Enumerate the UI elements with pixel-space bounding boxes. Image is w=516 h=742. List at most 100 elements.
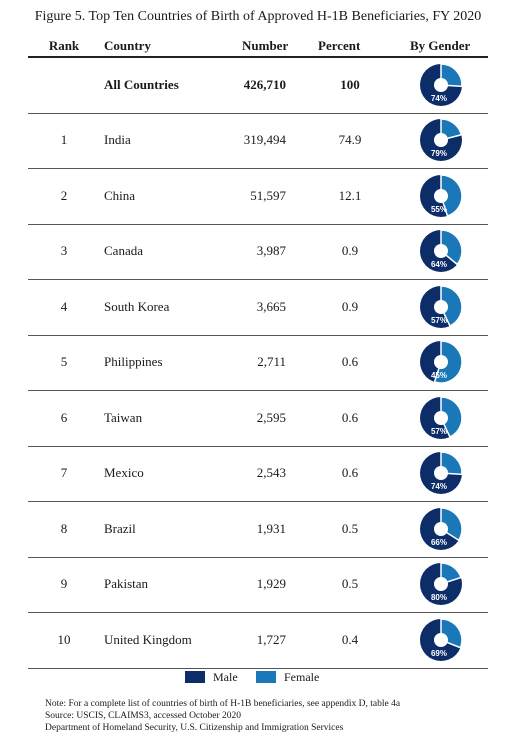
pie-center-hole (434, 77, 448, 92)
header-rank: Rank (48, 38, 80, 53)
row-percent: 0.9 (341, 298, 359, 314)
gender-pie: 79% (420, 118, 463, 162)
row-country: Pakistan (104, 576, 149, 592)
gender-pie: 74% (420, 62, 463, 106)
row-number: 1,929 (256, 576, 286, 592)
row-number: 2,595 (256, 409, 286, 425)
row-number: 3,987 (256, 243, 286, 259)
row-percent: 0.6 (341, 465, 359, 481)
row-rank: 1 (60, 132, 68, 148)
row-number: 1,727 (256, 631, 286, 647)
pie-center-hole (434, 577, 448, 592)
gender-pie: 45% (420, 340, 463, 384)
legend-male-label: Male (213, 670, 238, 684)
source-text: Source: USCIS, CLAIMS3, accessed October… (45, 711, 242, 721)
pie-male-label: 69% (431, 649, 447, 658)
row-number: 319,494 (243, 132, 286, 148)
header-country: Country (104, 38, 151, 53)
header-rule (28, 56, 488, 58)
row-percent: 0.5 (341, 520, 359, 536)
header-number: Number (242, 38, 289, 53)
row-percent: 0.6 (341, 354, 359, 370)
row-number: 426,710 (243, 76, 286, 92)
pie-center-hole (434, 466, 448, 481)
row-divider (28, 168, 488, 169)
pie-center-hole (434, 244, 448, 259)
row-divider (28, 223, 488, 225)
pie-male-label: 55% (431, 205, 447, 214)
row-rank: 7 (60, 465, 68, 481)
pie-center-hole (434, 299, 448, 314)
pie-center-hole (434, 133, 448, 148)
row-number: 1,931 (256, 520, 286, 536)
legend-female-label: Female (284, 670, 320, 684)
row-country: All Countries (104, 76, 179, 92)
gender-pie: 55% (420, 173, 463, 217)
legend-male-swatch (185, 671, 205, 683)
row-rank: 10 (57, 631, 71, 647)
row-rank: 9 (60, 576, 68, 592)
row-country: India (104, 132, 131, 148)
pie-female-slice (440, 562, 462, 586)
row-country: Brazil (104, 520, 136, 536)
row-percent: 74.9 (338, 132, 362, 148)
pie-center-hole (434, 188, 448, 203)
pie-center-hole (434, 355, 448, 370)
header-percent: Percent (318, 38, 361, 53)
gender-pie: 57% (420, 284, 463, 328)
pie-center-hole (434, 521, 448, 536)
pie-male-label: 74% (431, 482, 447, 491)
row-divider (28, 390, 488, 391)
legend-female-swatch (256, 671, 276, 683)
pie-female-slice (433, 340, 463, 384)
pie-male-label: 79% (431, 149, 447, 158)
gender-pie: 80% (420, 562, 462, 606)
department-text: Department of Homeland Security, U.S. Ci… (45, 723, 344, 733)
row-rank: 6 (60, 409, 68, 425)
row-percent: 100 (340, 76, 360, 92)
pie-male-label: 57% (431, 316, 447, 325)
pie-female-slice (440, 395, 463, 438)
pie-male-label: 66% (431, 538, 447, 547)
row-country: United Kingdom (104, 631, 192, 647)
row-divider (28, 279, 488, 280)
pie-male-label: 74% (431, 94, 447, 103)
row-percent: 0.6 (341, 409, 359, 425)
row-rank: 8 (60, 520, 68, 536)
row-divider (28, 112, 488, 114)
figure-title: Figure 5. Top Ten Countries of Birth of … (34, 9, 482, 24)
pie-center-hole (434, 410, 448, 425)
pie-male-label: 45% (431, 371, 447, 380)
row-country: Philippines (104, 354, 163, 370)
row-divider (28, 501, 488, 502)
row-divider (28, 334, 488, 336)
gender-pie: 69% (420, 617, 463, 661)
row-rank: 3 (60, 243, 68, 259)
row-country: Canada (104, 243, 143, 259)
row-divider (28, 612, 488, 613)
row-number: 2,711 (257, 354, 286, 370)
note-text: Note: For a complete list of countries o… (45, 699, 401, 709)
row-country: Mexico (104, 465, 144, 481)
pie-female-slice (440, 173, 463, 217)
gender-pie: 74% (420, 451, 463, 495)
row-number: 51,597 (250, 187, 286, 203)
row-rank: 2 (60, 187, 68, 203)
row-number: 2,543 (256, 465, 286, 481)
pie-female-slice (440, 118, 463, 142)
pie-female-slice (440, 284, 463, 327)
gender-pie: 57% (420, 395, 463, 439)
gender-pie: 66% (420, 506, 463, 550)
row-rank: 5 (60, 354, 68, 370)
pie-male-label: 80% (431, 593, 447, 602)
row-divider (28, 667, 488, 669)
gender-pie: 64% (420, 229, 463, 273)
row-country: South Korea (104, 298, 170, 314)
pie-female-slice (440, 229, 463, 266)
row-percent: 0.9 (341, 243, 359, 259)
row-percent: 0.5 (341, 576, 359, 592)
row-country: Taiwan (104, 409, 143, 425)
row-rank: 4 (60, 298, 68, 314)
row-percent: 0.4 (341, 631, 359, 647)
row-divider (28, 556, 488, 558)
